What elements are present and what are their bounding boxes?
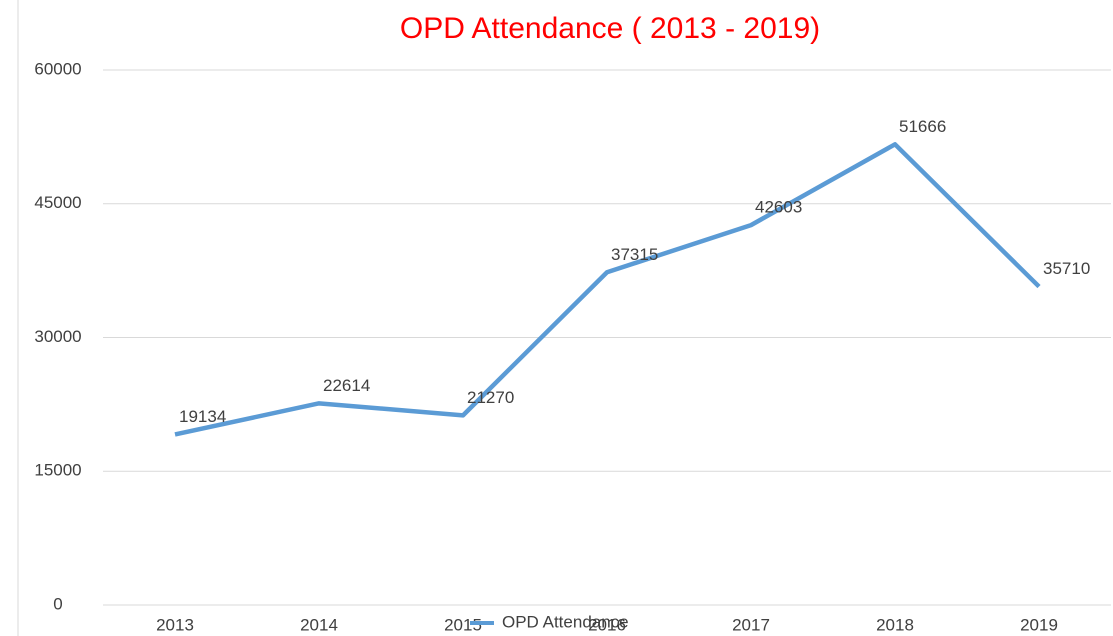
legend-label: OPD Attendance xyxy=(502,612,629,631)
data-label: 51666 xyxy=(899,117,946,136)
y-tick-label: 0 xyxy=(53,594,62,613)
data-label: 22614 xyxy=(323,376,370,395)
line xyxy=(174,142,1041,437)
x-tick-label: 2015 xyxy=(444,615,482,634)
y-tick-label: 60000 xyxy=(34,59,81,78)
data-label: 21270 xyxy=(467,388,514,407)
x-tick-label: 2013 xyxy=(156,615,194,634)
data-label: 35710 xyxy=(1043,259,1090,278)
y-tick-label: 30000 xyxy=(34,327,81,346)
y-tick-label: 45000 xyxy=(34,193,81,212)
x-tick-label: 2017 xyxy=(732,615,770,634)
data-label: 19134 xyxy=(179,407,226,426)
x-tick-label: 2018 xyxy=(876,615,914,634)
x-tick-label: 2019 xyxy=(1020,615,1058,634)
x-tick-label: 2016 xyxy=(588,615,626,634)
y-tick-label: 15000 xyxy=(34,461,81,480)
data-label: 42603 xyxy=(755,198,802,217)
x-tick-label: 2014 xyxy=(300,615,338,634)
data-label: 37315 xyxy=(611,245,658,264)
chart-title: OPD Attendance ( 2013 - 2019) xyxy=(400,12,820,45)
